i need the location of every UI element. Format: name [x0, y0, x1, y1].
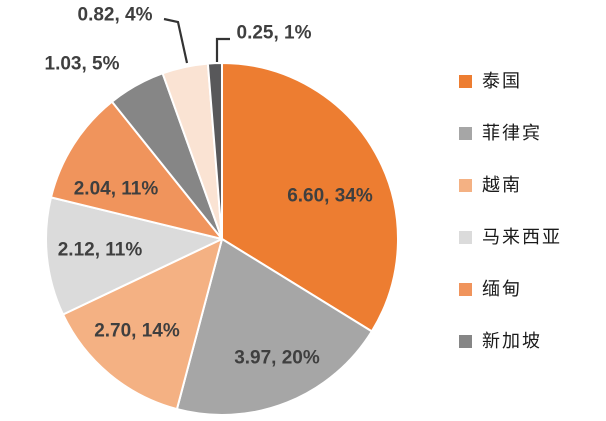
legend-item-越南: 越南: [459, 175, 562, 195]
legend-item-新加坡: 新加坡: [459, 331, 562, 351]
pie-slice-0-泰国: [221, 62, 399, 333]
legend-label: 缅甸: [482, 279, 522, 299]
legend-label: 越南: [482, 175, 522, 195]
legend-swatch-icon: [459, 74, 472, 88]
legend-swatch-icon: [459, 126, 472, 140]
pie-slice-1-菲律宾: [175, 238, 373, 416]
slice-label-1: 3.97, 20%: [234, 348, 320, 369]
slice-label-0: 6.60, 34%: [287, 186, 373, 207]
legend-label: 新加坡: [482, 331, 542, 351]
slice-label-5: 1.03, 5%: [45, 54, 120, 75]
pie-slice-3-马来西亚: [45, 196, 223, 316]
legend-item-缅甸: 缅甸: [459, 279, 562, 299]
legend-item-马来西亚: 马来西亚: [459, 227, 562, 247]
legend-label: 菲律宾: [482, 123, 542, 143]
legend-label: 马来西亚: [482, 227, 562, 247]
legend-swatch-icon: [459, 178, 472, 192]
legend-item-菲律宾: 菲律宾: [459, 123, 562, 143]
pie-slices: [45, 62, 399, 416]
pie-slice-7: [206, 62, 223, 240]
slice-labels: 6.60, 34% 3.97, 20% 2.70, 14% 2.12, 11% 2.04…: [45, 5, 373, 369]
slice-label-4: 2.04, 11%: [74, 179, 159, 200]
pie-slice-2-越南: [62, 238, 223, 411]
legend-label: 泰国: [482, 71, 522, 91]
leader-line-6: [163, 17, 189, 64]
leader-lines: [163, 17, 230, 64]
legend-swatch-icon: [459, 230, 472, 244]
legend-item-泰国: 泰国: [459, 71, 562, 91]
leader-line-7: [215, 37, 230, 62]
slice-label-3: 2.12, 11%: [58, 240, 143, 261]
legend-swatch-icon: [459, 334, 472, 348]
legend-swatch-icon: [459, 282, 472, 296]
pie-slice-4-缅甸: [49, 100, 223, 240]
slice-label-2: 2.70, 14%: [94, 321, 180, 342]
slice-label-7: 0.25, 1%: [237, 23, 312, 44]
legend: 泰国菲律宾越南马来西亚缅甸新加坡: [459, 71, 562, 351]
slice-label-6: 0.82, 4%: [78, 5, 153, 26]
